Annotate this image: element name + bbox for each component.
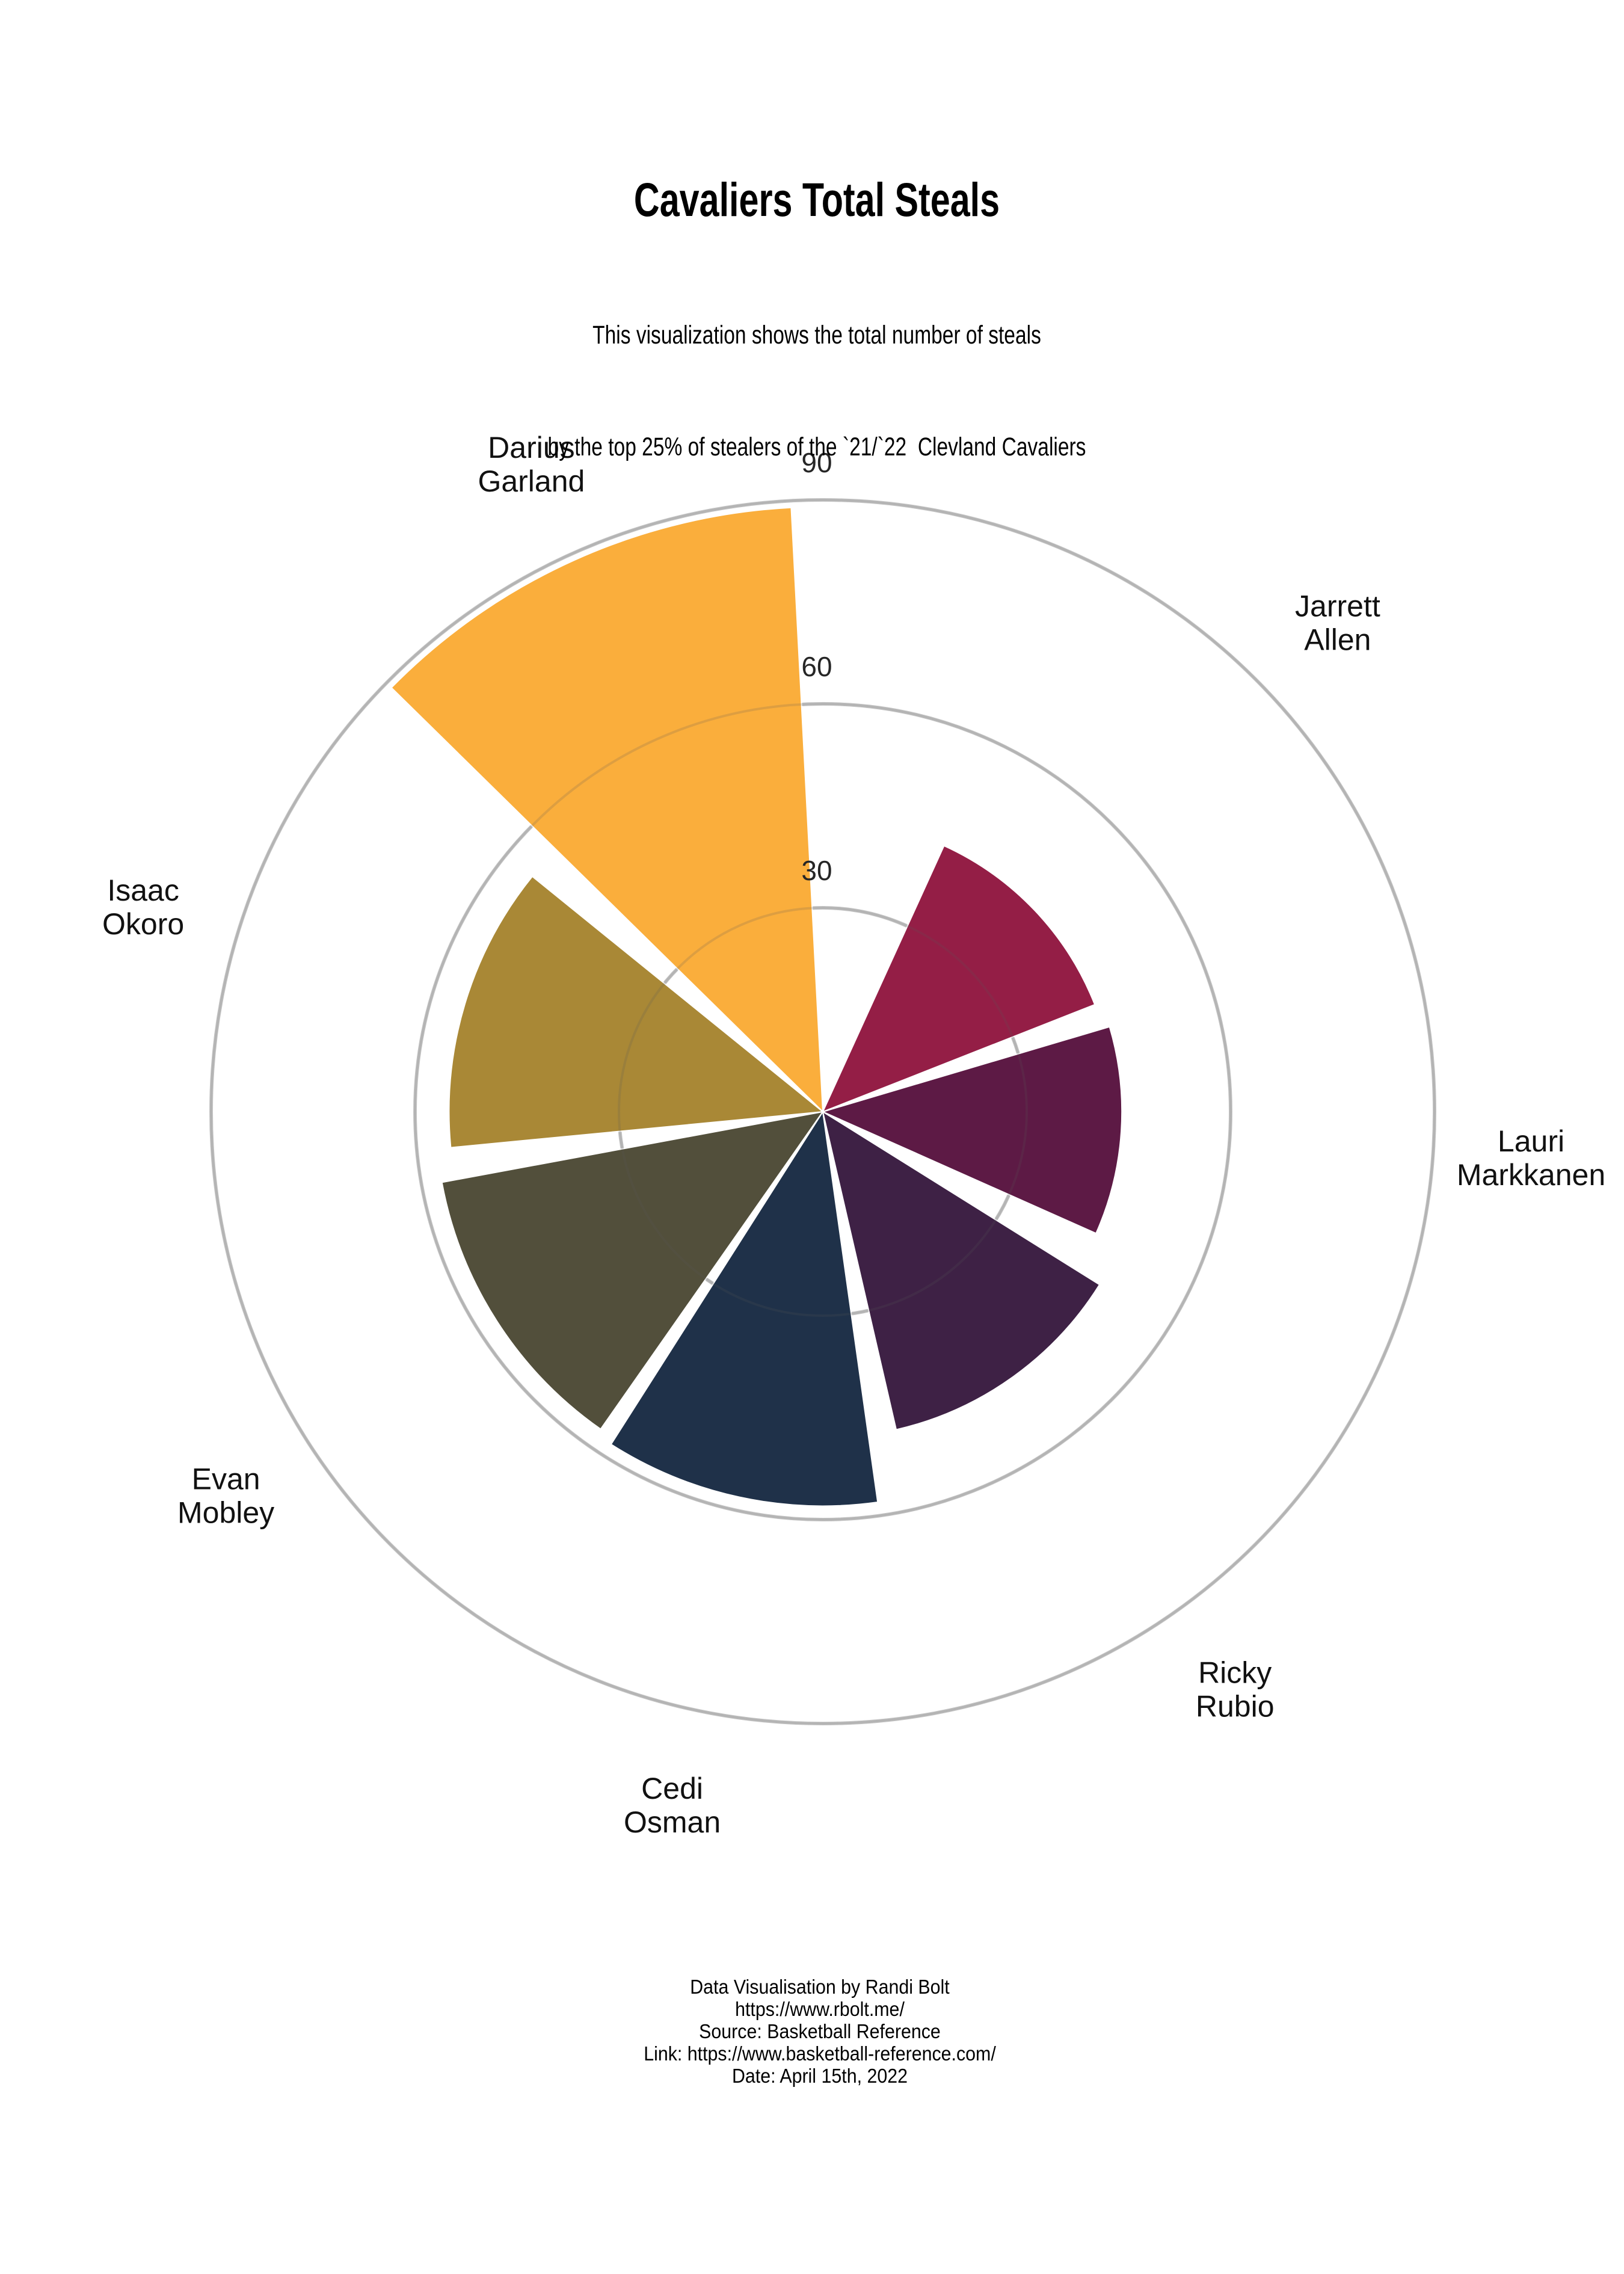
chart-subtitle: This visualization shows the total numbe… <box>180 242 1454 540</box>
wedge-jarrett-allen <box>822 845 1096 1113</box>
footer-author-url: https://www.rbolt.me/ <box>735 1998 905 2020</box>
wedge-evan-mobley <box>441 1111 825 1430</box>
footer-source-link: Link: https://www.basketball-reference.c… <box>644 2042 996 2065</box>
player-label-darius-garland-line-1: Darius <box>488 431 574 464</box>
player-wedges <box>390 507 1123 1507</box>
player-label-evan-mobley-line-2: Mobley <box>177 1496 274 1529</box>
chart-header: Cavaliers Total Steals This visualizatio… <box>0 172 1624 540</box>
player-label-jarrett-allen-line-2: Allen <box>1304 623 1371 657</box>
footer-date-line: Date: April 15th, 2022 <box>731 2065 908 2087</box>
chart-subtitle-line-2: by the top 25% of stealers of the `21/`2… <box>547 433 1086 461</box>
player-label-cedi-osman-line-1: Cedi <box>641 1772 703 1805</box>
grid-ring-60 <box>413 702 1232 1521</box>
player-label-darius-garland-line-2: Garland <box>478 464 585 498</box>
radial-tick-labels: 30 60 90 <box>801 447 832 886</box>
radial-tick-30: 30 <box>801 855 832 886</box>
player-label-ricky-rubio-line-1: Ricky <box>1198 1656 1272 1690</box>
footer-credit-line: Data Visualisation by Randi Bolt <box>690 1976 950 1998</box>
footer-source-line: Source: Basketball Reference <box>699 2020 941 2042</box>
player-label-ricky-rubio-line-2: Rubio <box>1196 1690 1275 1724</box>
wedge-cedi-osman <box>610 1110 879 1507</box>
wedge-darius-garland <box>390 507 824 1114</box>
player-label-cedi-osman-line-2: Osman <box>624 1805 721 1839</box>
chart-title: Cavaliers Total Steals <box>633 173 1000 226</box>
player-label-isaac-okoro-line-2: Okoro <box>102 907 184 941</box>
polar-gridlines-overlay <box>210 499 1436 1725</box>
grid-ring-90 <box>209 498 1436 1725</box>
chart-footer: Data Visualisation by Randi Bolt https:/… <box>66 1976 1574 2087</box>
player-label-evan-mobley-line-1: Evan <box>192 1462 260 1496</box>
grid-ring-overlay-90 <box>210 499 1436 1725</box>
player-label-isaac-okoro-line-1: Isaac <box>107 874 179 907</box>
wedge-ricky-rubio <box>822 1110 1101 1431</box>
wedge-isaac-okoro <box>448 875 825 1148</box>
player-label-lauri-markkanen-line-1: Lauri <box>1498 1124 1564 1158</box>
grid-ring-overlay-30 <box>618 907 1028 1317</box>
player-label-jarrett-allen-line-1: Jarrett <box>1295 590 1380 623</box>
radial-tick-90: 90 <box>801 447 832 478</box>
grid-ring-overlay-60 <box>414 703 1232 1521</box>
radial-tick-60: 60 <box>801 651 832 682</box>
player-label-lauri-markkanen-line-2: Markkanen <box>1457 1158 1605 1192</box>
wedge-lauri-markkanen <box>821 1026 1123 1234</box>
chart-subtitle-line-1: This visualization shows the total numbe… <box>592 321 1041 350</box>
